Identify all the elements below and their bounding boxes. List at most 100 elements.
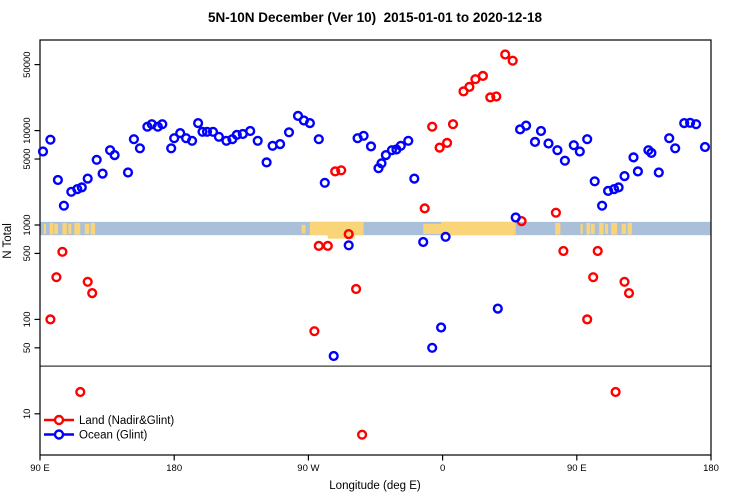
land-point (343, 229, 354, 240)
ocean-point (261, 157, 272, 168)
land-point (82, 276, 93, 287)
data-points (37, 49, 711, 440)
land-point (442, 137, 453, 149)
ocean-point (122, 167, 134, 178)
land-point (75, 386, 86, 398)
ocean-point (376, 158, 387, 169)
land-point (477, 70, 489, 82)
legend-ocean-label: Ocean (Glint) (79, 430, 148, 442)
land-point (57, 246, 68, 257)
ocean-point (319, 177, 330, 188)
land-point (336, 165, 347, 176)
ocean-point (436, 322, 447, 333)
land-point (45, 314, 56, 325)
x-tick-label: 90 W (297, 463, 319, 474)
map-strip-land (580, 223, 583, 234)
map-strip-land-bump (327, 234, 355, 239)
ocean-point (343, 240, 354, 251)
land-point (87, 288, 98, 299)
ocean-point (380, 150, 392, 161)
reference-map-strip (40, 221, 711, 239)
ocean-point (252, 135, 263, 146)
land-point (623, 288, 635, 299)
ocean-point (221, 135, 232, 146)
ocean-point (157, 119, 168, 130)
ocean-point (552, 145, 563, 156)
map-strip-land (555, 222, 561, 235)
ocean-point (596, 200, 608, 211)
ocean-point (169, 133, 180, 144)
map-strip-land (611, 222, 618, 235)
ocean-point (304, 117, 316, 129)
ocean-point (193, 117, 204, 129)
ocean-point (395, 140, 406, 151)
map-strip-land (605, 223, 609, 234)
ocean-point (510, 212, 521, 223)
y-tick-label: 10 (22, 409, 33, 420)
land-point (485, 92, 496, 103)
x-axis-title: Longitude (deg E) (329, 480, 421, 492)
ocean-point (589, 176, 600, 187)
land-point (500, 49, 511, 60)
ocean-point (529, 136, 541, 148)
y-tick-label: 50000 (22, 51, 33, 77)
map-strip-land (68, 223, 72, 234)
ocean-point (275, 139, 286, 150)
ocean-point (52, 174, 64, 186)
legend-ocean-marker (53, 429, 65, 440)
ocean-point (97, 168, 108, 179)
land-point (434, 142, 445, 153)
ocean-point (632, 166, 644, 177)
ocean-point (207, 126, 219, 137)
ocean-point (646, 147, 657, 159)
ocean-point (313, 134, 324, 145)
ocean-point (582, 134, 593, 145)
ocean-point (231, 129, 242, 141)
ocean-point (175, 128, 186, 139)
ocean-point (492, 303, 503, 314)
land-point (427, 121, 438, 132)
ocean-point (440, 231, 451, 242)
legend-land-label: Land (Nadir&Glint) (79, 415, 174, 427)
ocean-point (109, 150, 120, 161)
map-strip-land (49, 222, 54, 235)
x-tick-label: 180 (703, 463, 719, 474)
ocean-point (45, 134, 56, 145)
ocean-point (619, 171, 630, 182)
x-tick-label: 0 (440, 463, 445, 474)
map-strip-land (74, 222, 81, 235)
land-point (419, 203, 430, 214)
ocean-point (613, 182, 624, 193)
ocean-point (128, 134, 140, 145)
x-tick-label: 180 (166, 463, 182, 474)
ocean-point (699, 141, 711, 153)
map-strip-land (590, 223, 595, 234)
ocean-point (653, 167, 664, 178)
y-tick-label: 10000 (22, 117, 33, 143)
land-point (51, 272, 62, 283)
ocean-point (520, 120, 532, 131)
land-point (592, 245, 603, 257)
ocean-point (76, 182, 87, 193)
x-tick-label: 90 E (567, 463, 587, 474)
land-point (491, 91, 502, 102)
ocean-point (37, 146, 49, 157)
land-point (582, 314, 593, 325)
map-strip-land (423, 223, 443, 234)
land-point (550, 207, 562, 218)
ocean-point (535, 125, 547, 137)
y-tick-label: 500 (22, 245, 33, 261)
map-strip-land (301, 224, 306, 234)
ocean-point (386, 145, 398, 156)
plot-border (39, 39, 712, 456)
ocean-point (690, 119, 702, 130)
y-axis-title: N Total (2, 223, 14, 259)
map-strip-land (43, 223, 46, 234)
ocean-point (166, 143, 177, 154)
ocean-point (187, 135, 198, 146)
ocean-point (134, 143, 146, 154)
axis-ticks: 90 E 180 90 W 0 90 E 180 10 50 100 500 1000 5000 100… (22, 51, 719, 474)
land-point (309, 326, 320, 337)
